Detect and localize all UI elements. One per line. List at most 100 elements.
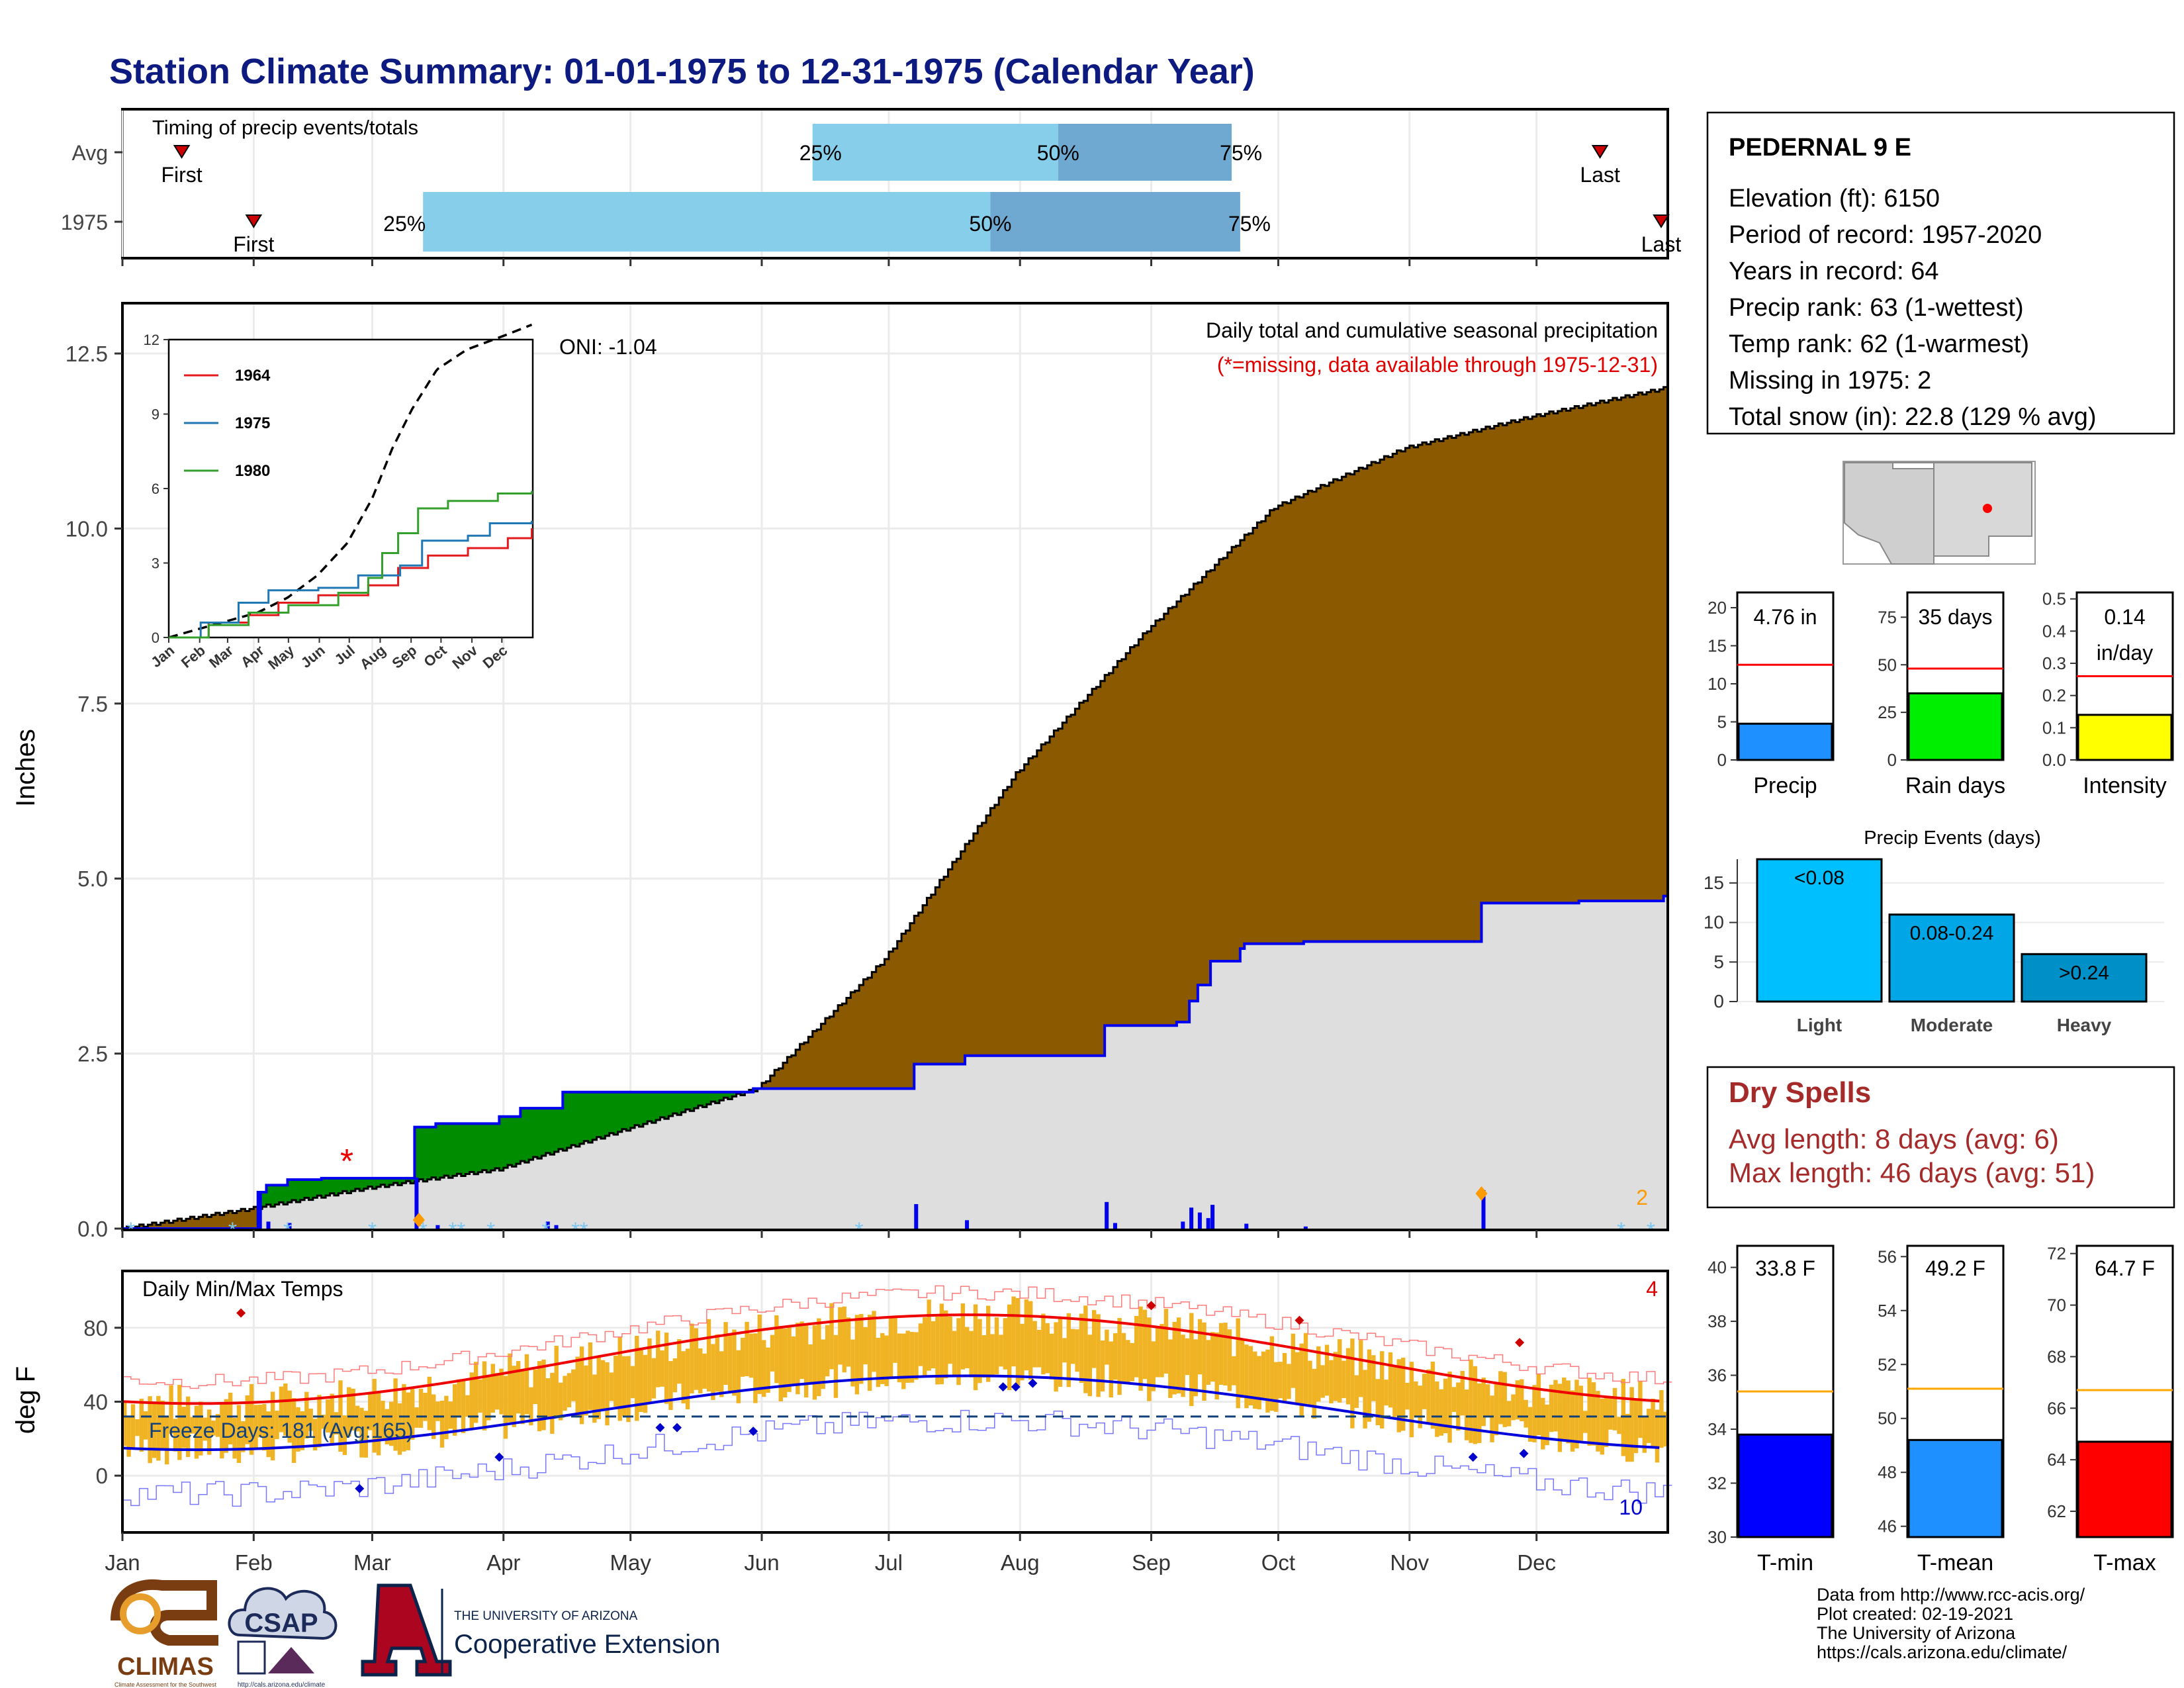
record-high-marker [1295,1315,1304,1325]
daily-temp-range-bar [1587,1378,1592,1446]
daily-temp-range-bar [1117,1318,1122,1395]
daily-temp-range-bar [584,1365,588,1416]
daily-temp-range-bar [376,1392,381,1456]
daily-temp-range-bar [385,1409,390,1444]
daily-temp-range-bar [727,1333,733,1392]
precip-surplus-area [257,1092,749,1209]
daily-temp-range-bar [1163,1309,1169,1374]
daily-temp-range-bar [490,1364,495,1413]
timing-label-first: First [233,232,274,256]
timing-row-label-Avg: Avg [71,141,108,165]
daily-temp-range-bar [787,1327,792,1392]
temp-summary-y-tick-label: 56 [1878,1246,1897,1266]
daily-temp-range-bar [334,1412,339,1434]
station-name: PEDERNAL 9 E [1729,134,1911,162]
daily-temp-range-bar [741,1337,745,1377]
daily-temp-range-bar [435,1401,440,1421]
daily-precip-bar [414,1177,419,1229]
daily-temp-range-bar [486,1376,491,1421]
daily-temp-range-bar [139,1398,144,1452]
daily-temp-range-bar [402,1383,406,1452]
daily-temp-range-bar [1625,1413,1630,1462]
daily-precip-bar [1481,1190,1486,1229]
daily-temp-range-bar [833,1335,839,1398]
daily-temp-range-bar [1520,1379,1524,1422]
daily-temp-range-bar [1240,1340,1245,1398]
temp-title: Daily Min/Max Temps [142,1277,343,1301]
y-tick-label-precip: 2.5 [77,1042,108,1066]
x-tick-label-Dec: Dec [1517,1550,1556,1575]
daily-temp-range-bar [499,1368,504,1415]
daily-temp-range-bar [541,1359,546,1430]
daily-temp-range-bar [1299,1343,1304,1417]
record-low-marker [998,1382,1008,1392]
daily-temp-range-bar [249,1383,254,1455]
daily-temp-range-bar [312,1419,318,1451]
temp-summary-y-tick-label: 52 [1878,1354,1897,1374]
timing-bar-1975-25-50 [423,192,991,252]
month-axis: Jan Feb Mar Apr May Jun Jul Aug Sep Oct Nov Dec [105,258,1556,1575]
inset-series-1975 [169,520,533,639]
daily-temp-range-bar [1261,1351,1266,1399]
daily-temp-range-bar [939,1303,944,1385]
inset-legend-label-1980: 1980 [235,462,270,480]
record-low-marker [1468,1452,1478,1462]
daily-temp-range-bar [457,1379,461,1418]
timing-q75-Avg: 75% [1220,141,1262,165]
daily-temp-range-bar [867,1315,872,1391]
mini-bar-Intensity [2077,714,2173,761]
daily-precip-bar [554,1225,559,1229]
mini-y-tick-label: 0 [1717,750,1727,770]
dry-spells-avg: Avg length: 8 days (avg: 6) [1729,1123,2059,1154]
daily-temp-range-bar [1350,1338,1355,1429]
daily-temp-range-bar [397,1403,402,1455]
temp-ylabel: deg F [11,1366,40,1434]
daily-temp-range-bar [228,1392,233,1444]
daily-temp-range-bar [1202,1322,1206,1401]
daily-temp-range-bar [876,1337,881,1387]
daily-temp-range-bar [838,1307,842,1365]
daily-temp-range-bar [275,1411,279,1439]
daily-temp-range-bar [854,1315,860,1395]
daily-temp-range-bar [1617,1417,1621,1434]
daily-temp-range-bar [1160,1324,1164,1378]
daily-temp-range-bar [1253,1351,1257,1409]
daily-temp-range-bar [1545,1404,1549,1446]
daily-temp-range-bar [617,1336,622,1421]
mini-y-tick-label: 0.5 [2042,589,2066,609]
daily-temp-range-bar [1058,1317,1063,1387]
timing-bar-Avg-25-50 [812,124,1058,181]
inset-y-tick-label: 0 [152,630,159,646]
daily-precip-bar [435,1225,440,1229]
temp-summary-category-T-mean: T-mean [1917,1550,1993,1575]
daily-temp-range-bar [749,1333,754,1378]
daily-temp-range-bar [1363,1370,1367,1429]
precip-legend-line1: Daily total and cumulative seasonal prec… [1206,318,1658,342]
inset-y-tick-label: 3 [152,555,159,572]
daily-temp-range-bar [1020,1323,1024,1381]
record-low-marker [1519,1448,1529,1458]
temp-summary-category-T-min: T-min [1757,1550,1813,1575]
daily-temp-range-bar [909,1332,915,1383]
y-tick-label-temp: 40 [83,1390,108,1415]
daily-temp-range-bar [215,1414,220,1437]
daily-temp-range-bar [1591,1382,1596,1446]
missing-count-label: 2 [1636,1186,1648,1209]
daily-temp-range-bar [986,1305,991,1382]
daily-temp-range-bar [554,1346,559,1417]
temp-summary-y-tick-label: 46 [1878,1517,1897,1536]
events-title: Precip Events (days) [1864,827,2041,849]
daily-temp-range-bar [829,1303,834,1370]
daily-temp-range-bar [1210,1332,1215,1382]
daily-temp-range-bar [626,1356,631,1423]
x-tick-label-Jun: Jun [744,1550,779,1575]
x-tick-label-Aug: Aug [1001,1550,1040,1575]
daily-temp-range-bar [185,1396,191,1458]
x-tick-label-Nov: Nov [1390,1550,1429,1575]
station-info-line: Period of record: 1957-2020 [1729,221,2042,249]
daily-temp-range-bar [643,1354,648,1413]
daily-temp-range-bar [817,1318,821,1397]
temp-summary-y-tick-label: 64 [2047,1450,2066,1470]
daily-temp-range-bar [600,1360,606,1410]
daily-temp-range-bar [1375,1379,1380,1426]
